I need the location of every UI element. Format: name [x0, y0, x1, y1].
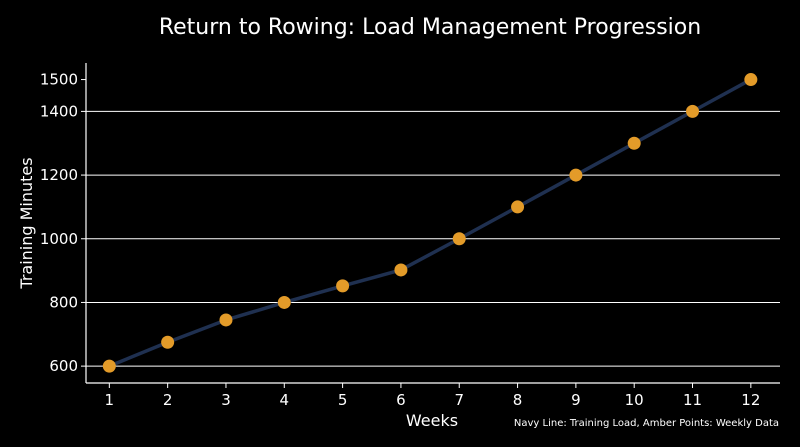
x-tick-label-8: 8 — [513, 391, 523, 409]
data-point-week-4 — [277, 295, 291, 309]
y-ticks: 600 800 1000 1200 1400 1500 — [40, 71, 86, 375]
x-tick-label-5: 5 — [338, 391, 348, 409]
x-tick-label-4: 4 — [280, 391, 290, 409]
x-tick-label-7: 7 — [454, 391, 464, 409]
x-tick-label-2: 2 — [163, 391, 173, 409]
y-tick-label-800: 800 — [49, 293, 78, 311]
gridlines — [86, 110, 780, 367]
x-tick-label-3: 3 — [221, 391, 231, 409]
weekly-data-points — [102, 73, 758, 373]
y-axis-label: Training Minutes — [17, 157, 36, 289]
training-load-line — [107, 77, 753, 368]
data-point-week-12 — [744, 73, 758, 87]
y-tick-label-1400: 1400 — [40, 102, 78, 120]
x-tick-label-10: 10 — [625, 391, 644, 409]
data-point-week-1 — [102, 359, 116, 373]
data-point-week-8 — [511, 200, 525, 214]
data-point-week-9 — [569, 168, 583, 182]
y-tick-label-1500: 1500 — [40, 71, 78, 89]
x-tick-label-6: 6 — [396, 391, 406, 409]
x-ticks: 1 2 3 4 5 6 7 8 9 10 11 12 — [105, 383, 760, 409]
data-point-week-5 — [336, 279, 350, 293]
x-axis-label: Weeks — [406, 411, 458, 430]
x-tick-label-12: 12 — [741, 391, 760, 409]
y-tick-label-600: 600 — [49, 357, 78, 375]
x-tick-label-1: 1 — [105, 391, 115, 409]
data-point-week-11 — [686, 104, 700, 118]
chart-title: Return to Rowing: Load Management Progre… — [159, 15, 701, 40]
data-point-week-6 — [394, 263, 408, 277]
data-point-week-10 — [627, 136, 641, 150]
x-tick-label-11: 11 — [683, 391, 702, 409]
y-tick-label-1000: 1000 — [40, 230, 78, 248]
data-point-week-3 — [219, 313, 233, 327]
data-point-week-2 — [161, 335, 175, 349]
x-tick-label-9: 9 — [571, 391, 581, 409]
chart-note: Navy Line: Training Load, Amber Points: … — [514, 418, 779, 429]
data-point-week-7 — [452, 232, 466, 246]
y-tick-label-1200: 1200 — [40, 166, 78, 184]
series-training-load — [107, 77, 753, 368]
